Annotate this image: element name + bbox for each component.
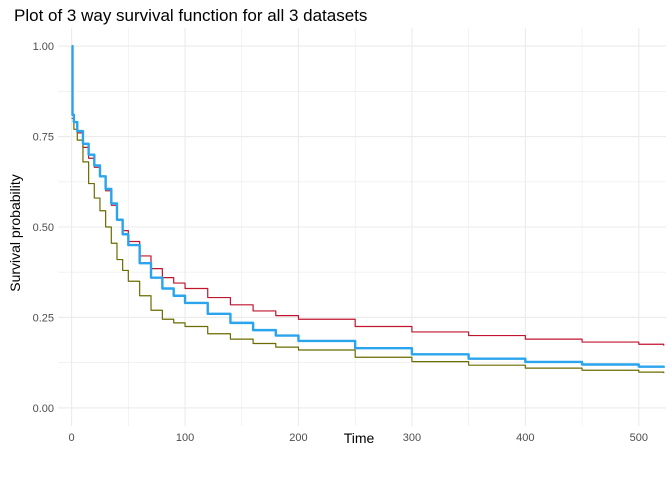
chart-title: Plot of 3 way survival function for all … xyxy=(14,6,368,25)
survival-curve-1 xyxy=(71,114,665,346)
y-tick-label: 1.00 xyxy=(33,41,54,53)
x-axis-title: Time xyxy=(344,430,375,446)
y-tick-label: 0.25 xyxy=(33,312,54,324)
major-gridlines xyxy=(58,28,666,426)
x-tick-label: 300 xyxy=(403,432,421,444)
x-tick-label: 400 xyxy=(516,432,534,444)
survival-curve-2 xyxy=(71,117,665,374)
y-tick-label: 0.75 xyxy=(33,132,54,144)
x-tick-label: 0 xyxy=(69,432,75,444)
x-tick-labels: 0 100 200 300 400 500 xyxy=(69,432,648,444)
x-tick-label: 100 xyxy=(176,432,194,444)
y-tick-labels: 0.00 0.25 0.50 0.75 1.00 xyxy=(33,41,54,415)
y-axis-title: Survival probability xyxy=(7,174,23,292)
x-tick-label: 500 xyxy=(630,432,648,444)
survival-curve-3 xyxy=(71,44,665,368)
x-tick-label: 200 xyxy=(289,432,307,444)
y-tick-label: 0.00 xyxy=(33,403,54,415)
series-layer xyxy=(71,44,665,374)
y-tick-label: 0.50 xyxy=(33,222,54,234)
